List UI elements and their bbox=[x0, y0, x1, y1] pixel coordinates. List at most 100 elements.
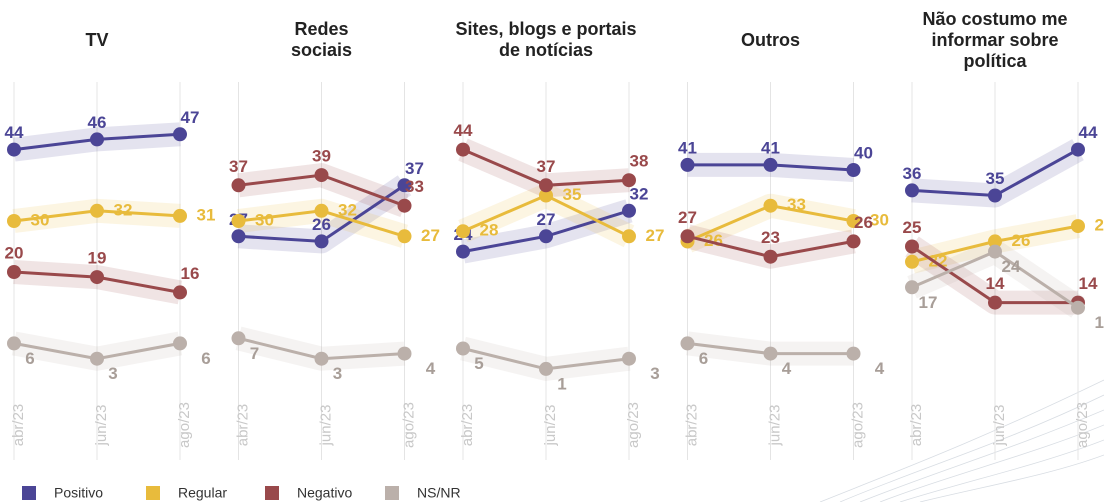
value-label: 6 bbox=[201, 349, 210, 368]
value-label: 32 bbox=[630, 184, 649, 203]
legend-label: Positivo bbox=[54, 485, 103, 501]
value-label: 26 bbox=[854, 213, 873, 232]
point bbox=[988, 188, 1002, 203]
value-label: 5 bbox=[474, 354, 483, 373]
value-label: 35 bbox=[563, 185, 582, 204]
point bbox=[314, 203, 329, 218]
point bbox=[456, 224, 470, 239]
point bbox=[314, 234, 329, 249]
point bbox=[680, 336, 695, 351]
value-label: 27 bbox=[537, 210, 556, 229]
point bbox=[90, 270, 104, 285]
value-label: 20 bbox=[5, 243, 24, 262]
point bbox=[846, 214, 861, 228]
point bbox=[7, 142, 21, 157]
x-tick-label: jun/23 bbox=[542, 405, 559, 447]
point bbox=[680, 229, 695, 244]
point bbox=[905, 280, 919, 295]
x-tick-label: abr/23 bbox=[10, 404, 27, 447]
x-tick-label: abr/23 bbox=[459, 404, 476, 447]
value-label: 33 bbox=[405, 177, 424, 196]
value-label: 31 bbox=[197, 205, 216, 224]
legend-swatch bbox=[22, 486, 36, 500]
value-label: 4 bbox=[426, 359, 436, 378]
point bbox=[988, 234, 1002, 249]
x-tick-label: abr/23 bbox=[683, 404, 700, 447]
point bbox=[90, 203, 104, 218]
value-label: 14 bbox=[986, 274, 1005, 293]
value-label: 6 bbox=[25, 349, 34, 368]
value-label: 3 bbox=[650, 364, 659, 383]
value-label: 33 bbox=[787, 195, 806, 214]
point bbox=[173, 208, 187, 223]
point bbox=[763, 198, 778, 213]
point bbox=[763, 346, 778, 361]
value-label: 27 bbox=[646, 226, 665, 245]
value-label: 6 bbox=[699, 349, 708, 368]
point bbox=[763, 249, 778, 264]
point bbox=[539, 188, 553, 203]
legend-label: Regular bbox=[178, 485, 227, 501]
point bbox=[90, 351, 104, 366]
value-label: 39 bbox=[312, 147, 331, 166]
legend-swatch bbox=[385, 486, 399, 500]
legend-label: NS/NR bbox=[417, 485, 461, 501]
value-label: 37 bbox=[537, 157, 556, 176]
point bbox=[231, 178, 246, 193]
value-label: 41 bbox=[678, 138, 697, 157]
panel-title: Outros bbox=[740, 29, 800, 50]
value-label: 7 bbox=[250, 344, 259, 363]
point bbox=[905, 239, 919, 254]
point bbox=[314, 351, 329, 366]
value-label: 30 bbox=[255, 210, 274, 229]
point bbox=[763, 157, 778, 172]
x-tick-label: abr/23 bbox=[234, 404, 251, 447]
point bbox=[905, 183, 919, 198]
point bbox=[622, 229, 636, 244]
value-label: 44 bbox=[454, 121, 473, 140]
value-label: 17 bbox=[919, 293, 938, 312]
x-tick-label: ago/23 bbox=[400, 402, 417, 448]
value-label: 14 bbox=[1079, 274, 1098, 293]
value-label: 13 bbox=[1095, 313, 1104, 332]
x-tick-label: ago/23 bbox=[625, 402, 642, 448]
value-label: 24 bbox=[1002, 257, 1021, 276]
value-label: 40 bbox=[854, 143, 873, 162]
point bbox=[846, 234, 861, 249]
value-label: 27 bbox=[678, 208, 697, 227]
point bbox=[90, 132, 104, 147]
x-tick-label: ago/23 bbox=[176, 402, 193, 448]
x-tick-label: ago/23 bbox=[849, 402, 866, 448]
point bbox=[173, 336, 187, 351]
x-tick-label: ago/23 bbox=[1074, 402, 1091, 448]
value-label: 30 bbox=[870, 210, 889, 229]
point bbox=[397, 229, 412, 244]
value-label: 23 bbox=[761, 228, 780, 247]
value-label: 29 bbox=[1095, 216, 1104, 235]
panel-title: Não costumo me informar sobre política bbox=[922, 8, 1068, 71]
legend-swatch bbox=[265, 486, 279, 500]
decoration bbox=[819, 379, 1104, 502]
point bbox=[539, 361, 553, 376]
value-label: 4 bbox=[782, 359, 792, 378]
x-tick-label: jun/23 bbox=[766, 405, 783, 447]
point bbox=[1071, 300, 1085, 315]
value-label: 37 bbox=[229, 157, 248, 176]
point bbox=[231, 214, 246, 228]
point bbox=[314, 168, 329, 183]
panel-title: Redes sociais bbox=[290, 19, 353, 60]
value-label: 41 bbox=[761, 138, 780, 157]
value-label: 44 bbox=[5, 123, 24, 142]
value-label: 38 bbox=[630, 152, 649, 171]
point bbox=[539, 178, 553, 193]
value-label: 25 bbox=[903, 218, 922, 237]
legend-swatch bbox=[146, 486, 160, 500]
value-label: 16 bbox=[181, 264, 200, 283]
point bbox=[905, 254, 919, 269]
legend-label: Negativo bbox=[297, 485, 352, 501]
point bbox=[622, 351, 636, 366]
panel-title: TV bbox=[85, 29, 109, 50]
x-tick-label: jun/23 bbox=[991, 405, 1008, 447]
